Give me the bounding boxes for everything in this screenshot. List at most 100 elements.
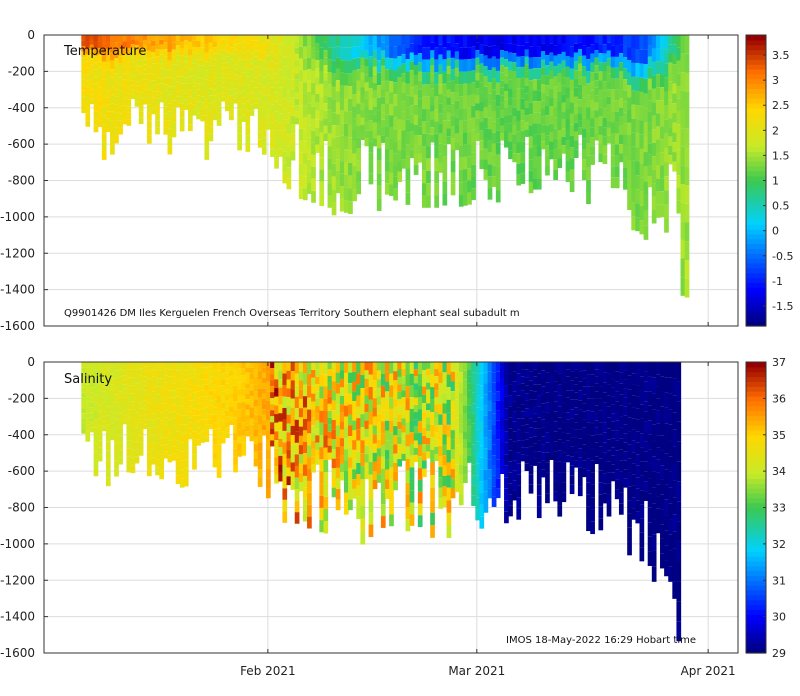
- temperature-annotation: Q9901426 DM Iles Kerguelen French Overse…: [64, 308, 520, 319]
- profile-cell: [311, 190, 316, 203]
- profile-cell: [639, 77, 645, 92]
- profile-cell: [434, 390, 439, 398]
- profile-cell: [471, 105, 476, 118]
- temperature-title: Temperature: [63, 44, 146, 59]
- profile-cell: [676, 124, 682, 138]
- profile-cell: [467, 156, 472, 169]
- profile-cell: [643, 64, 649, 79]
- profile-cell: [290, 133, 296, 143]
- profile-cell: [606, 104, 612, 113]
- profile-cell: [327, 362, 333, 369]
- profile-cell: [105, 406, 111, 416]
- profile-cell: [138, 79, 144, 86]
- profile-cell: [192, 81, 197, 87]
- profile-cell: [183, 67, 189, 73]
- profile-cell: [467, 369, 472, 377]
- profile-cell: [643, 481, 649, 492]
- profile-cell: [499, 362, 505, 370]
- profile-cell: [495, 478, 501, 489]
- profile-cell: [151, 376, 156, 384]
- profile-cell: [540, 419, 546, 428]
- profile-cell: [483, 394, 489, 406]
- profile-cell: [655, 100, 661, 114]
- colorbar-segment: [746, 459, 766, 465]
- profile-cell: [520, 418, 526, 426]
- profile-cell: [647, 478, 653, 494]
- profile-cell: [385, 46, 390, 58]
- profile-cell: [343, 111, 349, 124]
- profile-cell: [651, 183, 657, 197]
- profile-cell: [660, 420, 665, 436]
- profile-cell: [504, 362, 509, 374]
- profile-cell: [495, 142, 501, 155]
- profile-cell: [89, 54, 95, 60]
- y-tick-label: -800: [8, 174, 35, 188]
- profile-cell: [389, 57, 394, 70]
- profile-cell: [635, 385, 641, 397]
- profile-cell: [647, 78, 653, 90]
- profile-cell: [126, 409, 132, 418]
- profile-cell: [516, 56, 522, 68]
- profile-cell: [557, 53, 563, 64]
- profile-cell: [200, 109, 206, 116]
- profile-cell: [278, 35, 284, 44]
- profile-cell: [545, 382, 550, 393]
- profile-cell: [573, 78, 579, 88]
- profile-cell: [516, 395, 522, 408]
- profile-cell: [224, 421, 230, 428]
- profile-cell: [606, 428, 612, 440]
- profile-cell: [376, 60, 382, 73]
- profile-cell: [516, 485, 522, 498]
- profile-cell: [660, 450, 665, 466]
- profile-cell: [175, 55, 181, 61]
- profile-cell: [274, 130, 279, 140]
- profile-cell: [298, 46, 304, 59]
- profile-cell: [491, 45, 497, 57]
- profile-cell: [479, 35, 485, 45]
- colorbar-segment: [746, 277, 766, 283]
- profile-cell: [376, 160, 382, 174]
- profile-cell: [635, 511, 641, 524]
- profile-cell: [475, 429, 481, 442]
- profile-cell: [105, 90, 111, 98]
- profile-cell: [499, 87, 505, 96]
- profile-cell: [631, 188, 636, 203]
- profile-cell: [389, 115, 394, 127]
- profile-cell: [557, 417, 563, 429]
- profile-cell: [294, 373, 300, 386]
- profile-cell: [463, 120, 468, 133]
- colorbar-segment: [746, 146, 766, 152]
- profile-cell: [237, 382, 242, 390]
- profile-cell: [483, 458, 489, 470]
- profile-cell: [85, 379, 91, 385]
- profile-cell: [413, 164, 419, 175]
- profile-cell: [356, 395, 362, 407]
- profile-cell: [159, 454, 164, 463]
- profile-cell: [286, 156, 292, 168]
- profile-cell: [602, 35, 608, 45]
- profile-cell: [253, 82, 259, 88]
- profile-cell: [401, 44, 407, 55]
- profile-cell: [163, 444, 169, 452]
- profile-cell: [421, 427, 427, 436]
- profile-cell: [278, 362, 284, 371]
- profile-cell: [126, 119, 132, 126]
- profile-cell: [360, 87, 366, 95]
- profile-cell: [471, 188, 476, 201]
- profile-cell: [319, 459, 325, 472]
- profile-cell: [545, 115, 550, 126]
- profile-cell: [413, 376, 419, 384]
- profile-cell: [163, 113, 169, 121]
- profile-cell: [286, 46, 292, 58]
- profile-cell: [282, 130, 288, 142]
- profile-cell: [368, 362, 374, 375]
- profile-cell: [142, 371, 148, 377]
- profile-cell: [610, 100, 616, 112]
- profile-cell: [475, 475, 481, 487]
- profile-cell: [360, 466, 366, 480]
- profile-cell: [278, 430, 284, 439]
- profile-cell: [471, 433, 476, 445]
- profile-cell: [586, 131, 591, 144]
- profile-cell: [220, 408, 226, 415]
- profile-cell: [426, 417, 431, 425]
